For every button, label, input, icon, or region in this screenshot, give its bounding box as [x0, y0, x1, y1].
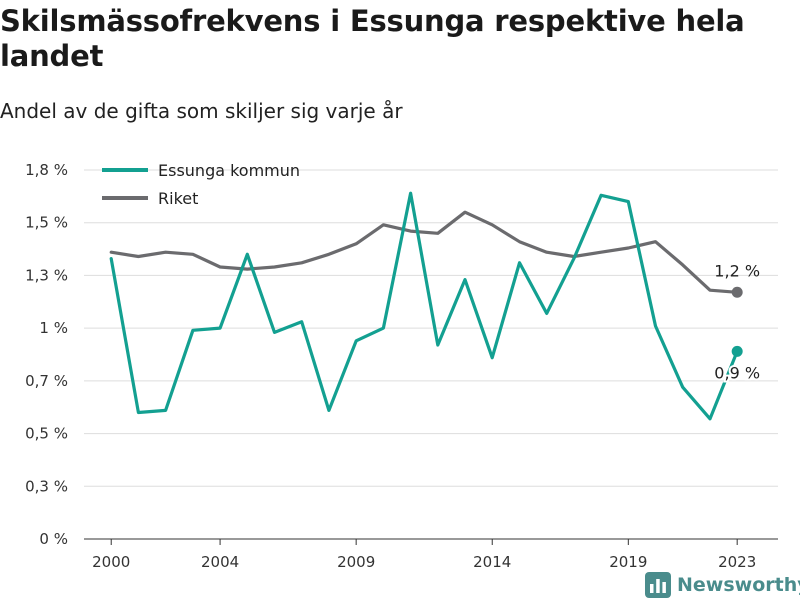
data-point-essunga [381, 326, 385, 330]
end-marker-essunga [731, 345, 743, 357]
data-point-riket [109, 250, 113, 254]
data-point-essunga [109, 257, 113, 261]
y-tick-label: 0,7 % [25, 372, 68, 390]
data-point-riket [463, 210, 467, 214]
end-marker-riket [731, 286, 743, 298]
data-point-riket [354, 242, 358, 246]
data-point-essunga [572, 257, 576, 261]
series-lines [109, 191, 739, 421]
x-axis-ticks: 2000 2004 2009 2014 2019 2023 [92, 539, 756, 571]
y-tick-label: 0,3 % [25, 477, 68, 495]
y-tick-label: 1,8 % [25, 161, 68, 179]
y-axis-tick-labels: 0 % 0,3 % 0,5 % 0,7 % 1 % 1,3 % 1,5 % 1,8 % [25, 161, 68, 548]
x-tick-label: 2019 [609, 553, 647, 571]
data-point-riket [245, 267, 249, 271]
data-point-essunga [626, 200, 630, 204]
data-point-essunga [327, 408, 331, 412]
end-label-riket: 1,2 % [714, 261, 760, 280]
data-point-riket [164, 250, 168, 254]
data-point-essunga [273, 330, 277, 334]
chart-title: Skilsmässofrekvens i Essunga respektive … [0, 4, 745, 73]
series-line-riket [109, 210, 739, 294]
data-point-riket [191, 252, 195, 256]
data-point-riket [517, 240, 521, 244]
data-point-riket [490, 223, 494, 227]
data-point-essunga [599, 193, 603, 197]
x-tick-label: 2004 [201, 553, 239, 571]
data-point-essunga [517, 261, 521, 265]
data-point-essunga [681, 385, 685, 389]
data-point-essunga [218, 326, 222, 330]
x-tick-label: 2014 [473, 553, 511, 571]
data-point-essunga [191, 328, 195, 332]
data-point-riket [273, 265, 277, 269]
data-point-riket [545, 250, 549, 254]
data-point-riket [681, 263, 685, 267]
chart-subtitle: Andel av de gifta som skiljer sig varje … [0, 99, 403, 123]
series-line-essunga [109, 191, 739, 421]
legend-label-essunga: Essunga kommun [158, 161, 300, 180]
data-point-riket [300, 261, 304, 265]
data-point-riket [218, 265, 222, 269]
data-point-essunga [436, 343, 440, 347]
x-tick-label: 2023 [718, 553, 756, 571]
legend: Essunga kommun Riket [102, 161, 300, 208]
data-point-riket [626, 246, 630, 250]
newsworthy-logo: Newsworthy [645, 570, 800, 600]
data-point-essunga [545, 311, 549, 315]
x-tick-label: 2009 [337, 553, 375, 571]
y-tick-label: 0 % [39, 530, 68, 548]
data-point-riket [136, 254, 140, 258]
data-point-essunga [136, 410, 140, 414]
data-point-essunga [463, 278, 467, 282]
y-tick-label: 0,5 % [25, 425, 68, 443]
data-point-riket [436, 231, 440, 235]
data-point-riket [654, 240, 658, 244]
data-point-riket [599, 250, 603, 254]
data-point-essunga [654, 324, 658, 328]
y-tick-label: 1,3 % [25, 266, 68, 284]
data-point-essunga [354, 339, 358, 343]
legend-label-riket: Riket [158, 189, 198, 208]
gridlines [84, 169, 778, 487]
data-point-essunga [164, 408, 168, 412]
data-point-riket [708, 288, 712, 292]
brand-name: Newsworthy [677, 574, 800, 596]
data-point-essunga [708, 417, 712, 421]
data-point-essunga [245, 252, 249, 256]
y-tick-label: 1,5 % [25, 214, 68, 232]
end-label-essunga: 0,9 % [714, 363, 760, 382]
end-markers: 1,2 % 0,9 % [712, 261, 762, 384]
data-point-essunga [490, 356, 494, 360]
data-point-riket [327, 252, 331, 256]
bar-chart-icon [645, 572, 671, 598]
x-tick-label: 2000 [92, 553, 130, 571]
data-point-riket [409, 229, 413, 233]
y-tick-label: 1 % [39, 319, 68, 337]
data-point-riket [381, 223, 385, 227]
data-point-essunga [300, 320, 304, 324]
data-point-essunga [409, 191, 413, 195]
